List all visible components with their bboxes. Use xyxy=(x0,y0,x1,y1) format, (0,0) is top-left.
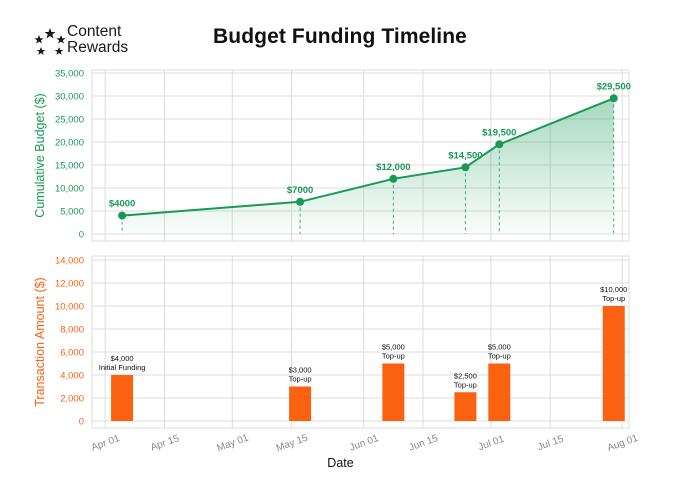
bar-amount-label: $4,000 xyxy=(111,354,134,363)
transaction-bar xyxy=(602,306,625,421)
bar-type-label: Top-up xyxy=(602,294,625,303)
bar-type-label: Initial Funding xyxy=(99,363,146,372)
x-tick-label: Apr 15 xyxy=(149,433,181,454)
y-tick-label: 2,000 xyxy=(60,394,84,405)
logo-line-2: Rewards xyxy=(67,39,129,56)
star-cluster-icon xyxy=(34,28,66,55)
bar-amount-label: $5,000 xyxy=(488,343,511,352)
x-axis-label: Date xyxy=(327,456,353,470)
data-point xyxy=(461,163,470,172)
y-tick-label: 35,000 xyxy=(55,69,84,80)
transaction-bar xyxy=(382,363,405,421)
y-tick-label: 30,000 xyxy=(55,92,84,103)
x-tick-label: Jun 01 xyxy=(348,433,380,454)
y-tick-label: 0 xyxy=(79,230,84,241)
bar-type-label: Top-up xyxy=(488,352,511,361)
y-tick-label: 25,000 xyxy=(55,115,84,126)
y-tick-label: 5,000 xyxy=(60,207,84,218)
bar-type-label: Top-up xyxy=(382,352,405,361)
y-axis-label: Cumulative Budget ($) xyxy=(33,93,47,217)
bar-amount-label: $5,000 xyxy=(382,343,405,352)
x-tick-label: Jun 15 xyxy=(408,433,440,454)
bar-amount-label: $3,000 xyxy=(289,366,312,375)
cumulative-budget-plot: 0 5,000 10,000 15,000 20,000 25,000 30,000 35,0… xyxy=(33,69,631,242)
y-tick-label: 6,000 xyxy=(60,348,84,359)
data-point xyxy=(389,174,398,183)
data-label: $12,000 xyxy=(376,162,410,173)
bar-amount-label: $10,000 xyxy=(600,285,627,294)
data-label: $14,500 xyxy=(448,150,482,161)
y-tick-label: 14,000 xyxy=(55,256,84,267)
data-point xyxy=(118,211,127,220)
date-axis: Apr 01 Apr 15 May 01 May 15 Jun 01 Jun 15 Jul … xyxy=(90,432,640,470)
logo-line-1: Content xyxy=(67,23,122,40)
x-tick-label: Jul 15 xyxy=(536,434,565,454)
y-tick-label: 4,000 xyxy=(60,371,84,382)
transaction-amount-plot: 0 2,000 4,000 6,000 8,000 10,000 12,000 14,000 T… xyxy=(33,255,630,429)
data-label: $7000 xyxy=(287,185,313,196)
bar-amount-label: $2,500 xyxy=(454,371,477,380)
y-tick-label: 0 xyxy=(79,417,84,428)
y-axis-label: Transaction Amount ($) xyxy=(33,277,47,406)
plot-frame xyxy=(91,255,630,429)
x-tick-label: Aug 01 xyxy=(606,433,640,454)
x-tick-label: May 15 xyxy=(275,432,310,454)
y-tick-label: 20,000 xyxy=(55,138,84,149)
y-tick-label: 12,000 xyxy=(55,279,84,290)
x-tick-label: Apr 01 xyxy=(90,433,122,454)
y-tick-label: 8,000 xyxy=(60,325,84,336)
data-label: $19,500 xyxy=(482,127,516,138)
y-tick-label: 10,000 xyxy=(55,302,84,313)
transaction-bar xyxy=(111,375,134,421)
logo-wordmark: Content Rewards xyxy=(67,24,128,56)
x-tick-label: Jul 01 xyxy=(477,434,506,454)
cumulative-line xyxy=(122,97,615,217)
logo xyxy=(33,27,143,61)
x-tick-label: May 01 xyxy=(216,432,251,454)
transaction-bar xyxy=(454,392,477,421)
chart-title-text: Budget Funding Timeline xyxy=(213,25,467,48)
bar-type-label: Top-up xyxy=(454,380,477,389)
data-point xyxy=(495,140,504,149)
data-label: $29,500 xyxy=(597,81,631,92)
data-point xyxy=(609,94,618,103)
y-tick-label: 10,000 xyxy=(55,184,84,195)
y-tick-label: 15,000 xyxy=(55,161,84,172)
plot-frame xyxy=(91,69,630,242)
cumulative-area xyxy=(122,98,614,234)
transaction-bar xyxy=(289,386,312,421)
chart-title: Budget Funding Timeline xyxy=(0,25,680,49)
data-label: $4000 xyxy=(109,199,135,210)
transaction-bar xyxy=(488,363,511,421)
bar-type-label: Top-up xyxy=(289,375,312,384)
data-point xyxy=(296,197,305,206)
